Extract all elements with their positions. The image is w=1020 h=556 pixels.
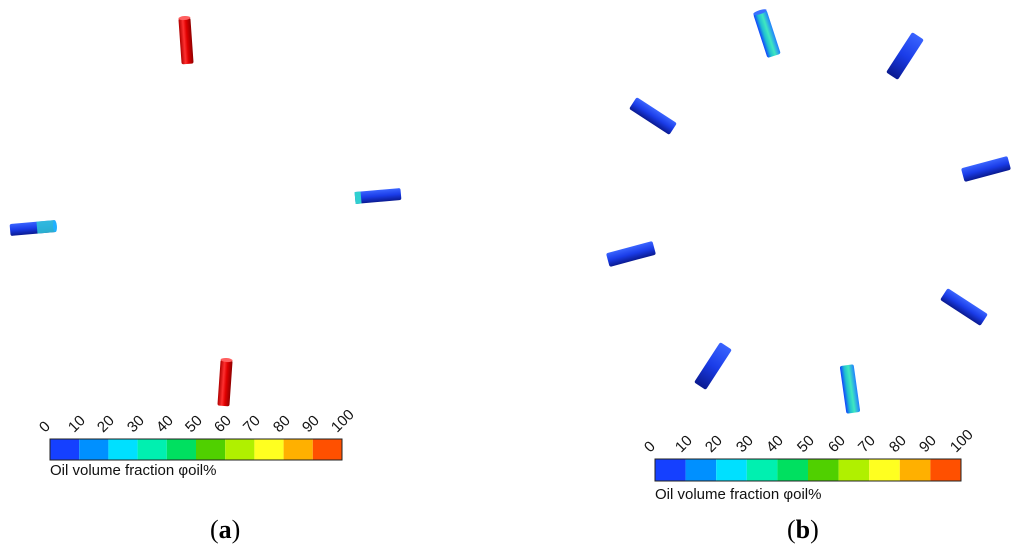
colorbar-b-border	[654, 458, 962, 482]
cylinder-b-4	[961, 156, 1011, 182]
colorbar-a-swatch-1	[79, 439, 109, 460]
colorbar-a-swatch-6	[225, 439, 255, 460]
colorbar-a-swatch-2	[108, 439, 138, 460]
colorbar-b-swatch-7	[869, 459, 900, 481]
colorbar-a-swatch-3	[137, 439, 167, 460]
panel-label-a: (a)	[210, 515, 241, 544]
colorbar-b-swatch-4	[777, 459, 808, 481]
colorbar-b-swatch-6	[838, 459, 870, 481]
colorbar-a-swatch-8	[283, 439, 313, 460]
cylinder-b-2	[886, 32, 924, 80]
colorbar-a-swatch-7	[254, 439, 284, 460]
cylinder-b-8	[839, 364, 861, 414]
colorbar-a-swatch-5	[196, 439, 226, 460]
cylinder-b-7	[694, 342, 732, 390]
cylinder-b-3	[629, 97, 677, 135]
colorbar-a-border	[49, 438, 343, 461]
cylinder-b-1	[753, 9, 781, 58]
colorbar-a	[49, 438, 343, 461]
colorbar-a-swatch-4	[166, 439, 196, 460]
cylinder-a-right	[354, 188, 402, 204]
colorbar-b-swatch-5	[808, 459, 839, 481]
colorbar-b-swatch-9	[930, 459, 961, 481]
colorbar-a-swatch-9	[312, 439, 342, 460]
colorbar-b-swatch-0	[655, 459, 686, 481]
cylinder-a-top	[178, 16, 194, 65]
colorbar-b-swatch-8	[899, 459, 931, 481]
colorbar-a-caption: Oil volume fraction φoil%	[50, 462, 217, 479]
colorbar-b-swatch-3	[746, 459, 778, 481]
colorbar-b-swatch-2	[716, 459, 747, 481]
colorbar-b	[654, 458, 962, 482]
colorbar-b-caption: Oil volume fraction φoil%	[655, 486, 822, 503]
colorbar-a-swatch-0	[50, 439, 80, 460]
cylinder-a-bottom	[217, 358, 233, 407]
cylinder-a-left	[9, 220, 57, 236]
cylinder-b-5	[606, 241, 656, 267]
panel-label-b: (b)	[787, 515, 819, 544]
cylinder-b-6	[940, 288, 988, 326]
colorbar-b-swatch-1	[685, 459, 717, 481]
